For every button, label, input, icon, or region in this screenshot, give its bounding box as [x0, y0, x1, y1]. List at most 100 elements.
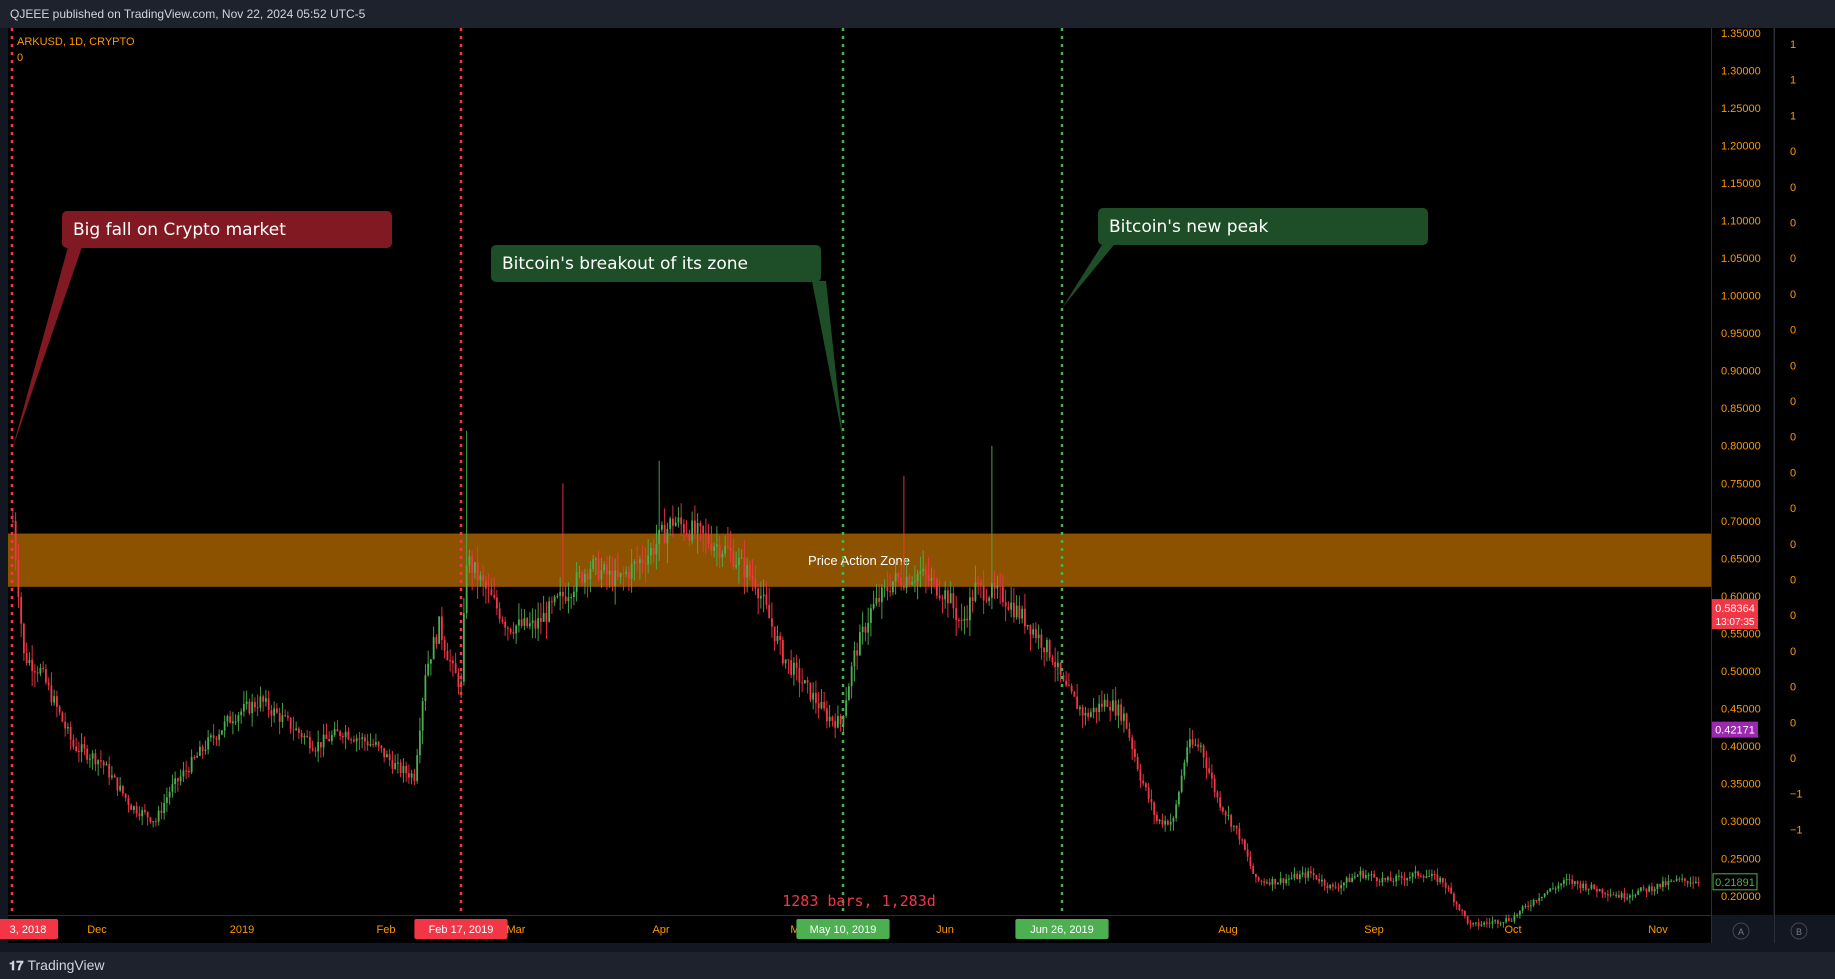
price-axis[interactable]	[1711, 28, 1773, 915]
candle[interactable]	[498, 602, 501, 624]
candle[interactable]	[947, 586, 949, 618]
candle[interactable]	[144, 804, 146, 815]
candle[interactable]	[317, 730, 320, 763]
candle[interactable]	[713, 542, 716, 558]
candle[interactable]	[240, 708, 243, 724]
candle[interactable]	[1510, 917, 1513, 922]
candle[interactable]	[960, 603, 963, 632]
candle[interactable]	[1147, 782, 1150, 804]
candle[interactable]	[298, 726, 300, 740]
candle[interactable]	[702, 525, 705, 552]
candle[interactable]	[479, 571, 482, 587]
candle[interactable]	[221, 729, 223, 736]
candle[interactable]	[562, 483, 564, 609]
candle[interactable]	[1323, 878, 1326, 891]
candle[interactable]	[1299, 870, 1301, 884]
candle[interactable]	[663, 508, 666, 544]
candle[interactable]	[1552, 882, 1554, 890]
candle[interactable]	[424, 664, 427, 711]
candle[interactable]	[1662, 876, 1664, 892]
candle[interactable]	[1219, 790, 1222, 811]
candle[interactable]	[787, 659, 790, 674]
candle[interactable]	[245, 690, 248, 710]
candle[interactable]	[1216, 790, 1219, 803]
candle[interactable]	[1576, 880, 1579, 890]
candle[interactable]	[1645, 888, 1648, 898]
candle[interactable]	[237, 712, 240, 732]
candle[interactable]	[688, 529, 691, 547]
candle[interactable]	[1571, 874, 1574, 890]
callout-2[interactable]: Bitcoin's new peak	[1062, 208, 1428, 308]
candle[interactable]	[614, 558, 617, 605]
candle[interactable]	[1535, 899, 1538, 904]
candle[interactable]	[1004, 589, 1007, 622]
candle[interactable]	[399, 759, 402, 778]
candle[interactable]	[124, 793, 127, 802]
candle[interactable]	[1098, 695, 1101, 722]
candle[interactable]	[523, 609, 526, 631]
candle[interactable]	[872, 590, 875, 611]
candle[interactable]	[284, 709, 287, 717]
candle[interactable]	[487, 573, 490, 603]
candle[interactable]	[823, 691, 826, 712]
candle[interactable]	[454, 652, 457, 674]
candle[interactable]	[1301, 866, 1304, 878]
candle[interactable]	[1271, 876, 1274, 891]
candle[interactable]	[1356, 873, 1359, 878]
candle[interactable]	[1040, 628, 1043, 660]
candle[interactable]	[413, 768, 416, 786]
candle[interactable]	[1626, 893, 1629, 901]
candle[interactable]	[724, 535, 727, 558]
candle[interactable]	[1458, 903, 1461, 912]
candle[interactable]	[1362, 868, 1365, 880]
candle[interactable]	[622, 566, 625, 591]
candle[interactable]	[1021, 605, 1024, 624]
candle[interactable]	[1153, 800, 1156, 825]
candle[interactable]	[812, 682, 815, 710]
candle[interactable]	[328, 731, 331, 742]
candle[interactable]	[729, 531, 732, 563]
candle[interactable]	[757, 583, 760, 615]
candle[interactable]	[1329, 884, 1332, 890]
candle[interactable]	[1013, 587, 1015, 623]
candle[interactable]	[476, 546, 479, 599]
candle[interactable]	[300, 729, 303, 744]
candle[interactable]	[1164, 815, 1167, 832]
candle[interactable]	[1109, 700, 1112, 722]
candle[interactable]	[751, 558, 754, 591]
candle[interactable]	[1092, 698, 1095, 719]
candle[interactable]	[1252, 863, 1255, 874]
candle[interactable]	[1101, 690, 1103, 712]
candle[interactable]	[276, 703, 278, 714]
candle[interactable]	[309, 730, 311, 754]
candle[interactable]	[1488, 917, 1491, 929]
candle[interactable]	[1587, 888, 1590, 895]
candle[interactable]	[402, 758, 405, 783]
candle[interactable]	[589, 561, 592, 593]
candle[interactable]	[83, 736, 86, 756]
candle[interactable]	[267, 690, 270, 718]
candle[interactable]	[798, 658, 801, 698]
candle[interactable]	[1057, 651, 1059, 682]
candle[interactable]	[930, 567, 933, 594]
candle[interactable]	[1073, 691, 1076, 697]
candle[interactable]	[718, 536, 721, 569]
candle[interactable]	[1502, 922, 1505, 928]
candle[interactable]	[1554, 886, 1557, 894]
candle[interactable]	[691, 511, 694, 545]
candle[interactable]	[1205, 750, 1208, 780]
candle[interactable]	[377, 740, 380, 752]
candle[interactable]	[641, 545, 644, 574]
candle[interactable]	[1604, 891, 1607, 898]
candle[interactable]	[936, 577, 938, 599]
candle[interactable]	[1609, 888, 1612, 898]
candle[interactable]	[1378, 878, 1381, 886]
candle[interactable]	[1409, 871, 1411, 882]
candle[interactable]	[229, 710, 232, 724]
candle[interactable]	[806, 676, 809, 694]
candle[interactable]	[1486, 917, 1488, 928]
candle[interactable]	[130, 803, 133, 810]
candle[interactable]	[625, 566, 628, 578]
candle[interactable]	[1546, 890, 1549, 895]
candle[interactable]	[834, 713, 837, 739]
